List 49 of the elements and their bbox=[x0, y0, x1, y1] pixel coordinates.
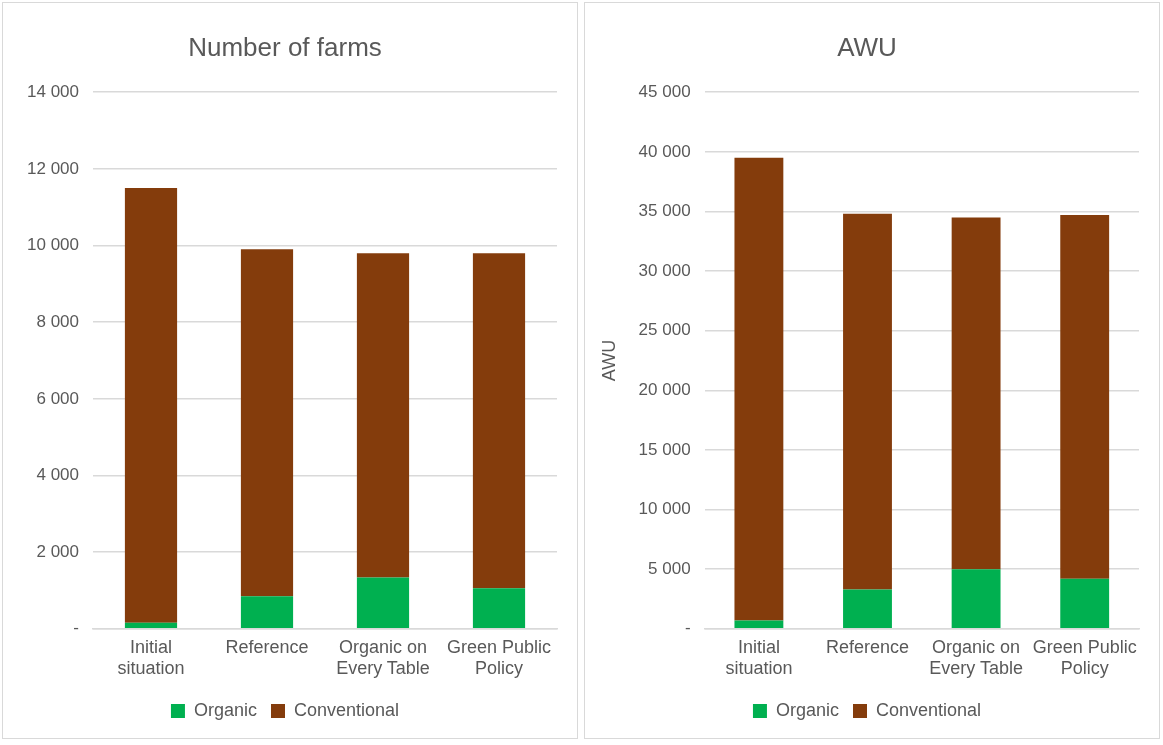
bar bbox=[124, 622, 178, 629]
bar bbox=[356, 577, 410, 629]
bar bbox=[240, 249, 294, 597]
y-tick-label: - bbox=[684, 618, 691, 638]
legend-label: Organic bbox=[193, 699, 257, 720]
x-tick-label: Initial situation bbox=[725, 636, 793, 679]
y-tick-label: 20 000 bbox=[638, 380, 691, 399]
x-tick-label: Initial situation bbox=[117, 636, 185, 679]
bar bbox=[472, 253, 526, 589]
bar bbox=[843, 213, 892, 590]
x-tick-label: Reference bbox=[825, 636, 910, 657]
y-tick-label: 35 000 bbox=[638, 201, 691, 221]
y-tick-label: 10 000 bbox=[27, 235, 79, 255]
legend-label: Conventional bbox=[875, 699, 982, 720]
x-tick-label: Green Public Policy bbox=[1032, 636, 1137, 679]
y-tick-label: 2 000 bbox=[36, 541, 79, 561]
y-tick-label: 45 000 bbox=[638, 81, 691, 101]
x-tick-label: Organic on Every Table bbox=[929, 636, 1023, 679]
y-tick-label: 40 000 bbox=[638, 141, 691, 161]
legend-label: Organic bbox=[775, 699, 839, 720]
y-tick-label: 25 000 bbox=[638, 320, 691, 340]
bar bbox=[240, 596, 294, 629]
chart-title: AWU bbox=[837, 31, 897, 62]
bar bbox=[734, 620, 784, 629]
y-tick-label: 14 000 bbox=[27, 81, 79, 101]
y-tick-label: 30 000 bbox=[638, 260, 691, 280]
bar bbox=[951, 569, 1001, 629]
y-tick-label: 12 000 bbox=[27, 158, 79, 178]
bar bbox=[951, 217, 1001, 570]
x-tick-label: Green Public Policy bbox=[446, 636, 552, 679]
bar bbox=[124, 188, 178, 623]
bar bbox=[843, 589, 892, 629]
bar bbox=[472, 588, 526, 629]
y-tick-label: 6 000 bbox=[36, 388, 79, 408]
y-tick-label: - bbox=[73, 618, 79, 638]
bar bbox=[1060, 215, 1110, 579]
x-tick-label: Organic on Every Table bbox=[336, 636, 430, 679]
bar bbox=[734, 157, 784, 621]
x-tick-label: Reference bbox=[225, 636, 309, 657]
y-tick-label: 10 000 bbox=[638, 499, 691, 519]
chart-title: Number of farms bbox=[188, 31, 382, 62]
y-tick-label: 5 000 bbox=[648, 558, 691, 578]
y-tick-label: 4 000 bbox=[36, 465, 79, 485]
y-tick-label: 15 000 bbox=[638, 439, 691, 459]
bar bbox=[1060, 578, 1110, 629]
y-axis-title: AWU bbox=[598, 339, 619, 382]
legend-label: Conventional bbox=[293, 699, 400, 720]
bar bbox=[356, 253, 410, 578]
y-tick-label: 8 000 bbox=[36, 311, 79, 331]
